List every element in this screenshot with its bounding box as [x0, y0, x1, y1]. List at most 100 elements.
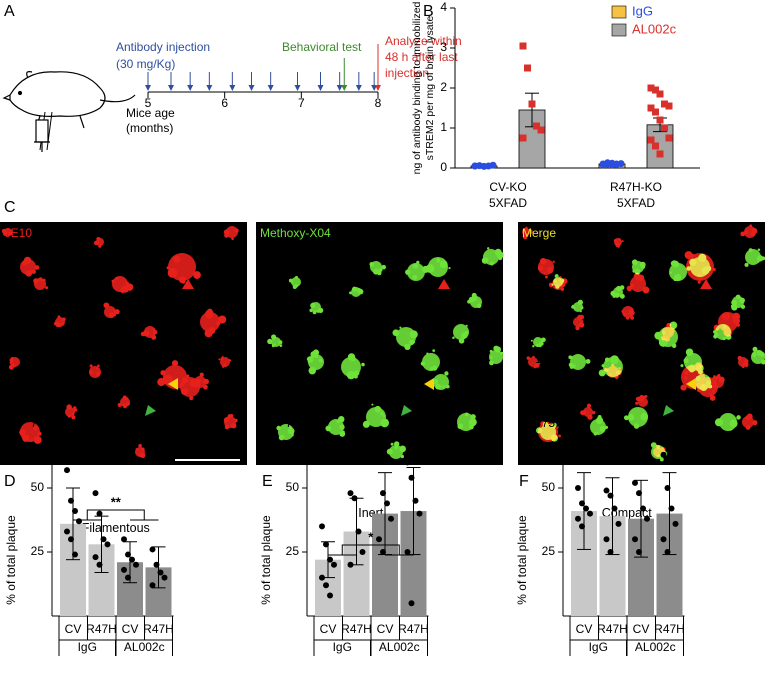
plaque-speck [413, 263, 416, 266]
plaque-speck [749, 224, 753, 228]
analyze-arrow-head [375, 85, 381, 91]
plaque-speck [539, 341, 544, 346]
plaque-speck [374, 405, 382, 413]
data-point [644, 515, 650, 522]
plaque [669, 263, 687, 281]
plaque-speck [167, 268, 178, 278]
plaque-speck [593, 432, 597, 436]
plaque-speck [752, 346, 758, 352]
plaque-speck [351, 286, 358, 292]
data-point [323, 541, 329, 548]
plaque-speck [432, 349, 436, 353]
plaque-speck [718, 376, 725, 383]
plaque-speck [143, 330, 149, 336]
plaque-speck [671, 343, 677, 349]
plaque-speck [715, 419, 719, 424]
plaque-speck [550, 434, 558, 442]
plaque-speck [752, 232, 756, 236]
plaque-speck [231, 237, 234, 240]
data-point [121, 536, 127, 543]
y-axis-label: ng of antibody binding to immobilized [411, 1, 423, 174]
plaque-speck [382, 414, 386, 418]
plaque-speck [556, 426, 559, 429]
arrowhead [686, 378, 696, 390]
chart-title: Filamentous [82, 521, 150, 535]
data-point [519, 134, 527, 142]
data-point [665, 134, 673, 142]
plaque-speck [295, 275, 298, 279]
legend-swatch [611, 5, 627, 19]
plaque-speck [11, 356, 14, 360]
plaque [226, 226, 238, 238]
data-point [660, 536, 667, 543]
plaque-speck [126, 401, 130, 406]
plaque-speck [425, 264, 435, 273]
data-point [533, 122, 540, 130]
arrowhead [663, 405, 674, 416]
plaque-speck [3, 231, 8, 236]
signal [267, 247, 504, 459]
plaque-speck [185, 378, 189, 383]
signal [522, 224, 765, 462]
plaque-speck [23, 256, 32, 264]
data-point [615, 520, 622, 527]
plaque-speck [633, 423, 640, 429]
data-point [376, 536, 382, 543]
data-point [408, 600, 415, 607]
plaque-speck [709, 395, 716, 401]
plaque-speck [468, 418, 477, 427]
plaque-speck [489, 261, 494, 266]
plaque-speck [619, 293, 625, 299]
plaque-speck [688, 266, 692, 270]
plaque-speck [42, 278, 46, 282]
plaque-speck [709, 393, 713, 396]
panel-label: E [262, 473, 273, 490]
analyze-label: injection [385, 66, 429, 80]
plaque-speck [650, 442, 657, 449]
plaque-speck [223, 363, 227, 367]
image-label: 6E10 [4, 226, 32, 240]
plaque-speck [722, 337, 726, 341]
plaque-speck [669, 271, 672, 274]
y-tick-label: 25 [542, 544, 556, 558]
plaque-speck [684, 376, 688, 380]
plaque-speck [613, 238, 618, 243]
plaque-speck [196, 379, 201, 384]
plaque-speck [553, 279, 557, 283]
plaque-speck [489, 360, 494, 366]
plaque-speck [9, 358, 14, 363]
data-point [636, 490, 642, 497]
plaque-speck [464, 412, 469, 417]
group-label: IgG [333, 640, 352, 654]
plaque-speck [151, 334, 157, 340]
panel-label: F [519, 473, 529, 490]
data-point [72, 508, 78, 515]
plaque-speck [657, 445, 661, 450]
age-label: (months) [126, 121, 173, 135]
plaque-speck [601, 364, 605, 368]
data-point [652, 86, 659, 94]
plaque-speck [490, 356, 493, 359]
plaque-speck [458, 338, 465, 344]
plaque-speck [616, 285, 622, 292]
plaque-speck [394, 445, 398, 450]
mouse-illustration [2, 71, 136, 152]
data-point [656, 116, 664, 124]
plaque-speck [89, 370, 93, 375]
x-tick-label: R47H-KO [610, 180, 662, 194]
plaque-speck [465, 324, 468, 327]
data-point [519, 42, 527, 50]
plaque-speck [114, 309, 120, 315]
plaque-speck [555, 284, 560, 289]
plaque-speck [745, 425, 751, 430]
behavior-arrow-head [341, 85, 348, 91]
plaque-speck [73, 408, 78, 412]
data-point [575, 485, 581, 491]
injection-arrow-head [267, 85, 274, 91]
data-point [388, 515, 394, 522]
data-point [327, 556, 333, 563]
plaque-speck [234, 228, 239, 233]
plaque-speck [536, 343, 540, 348]
y-tick-label: 100 [279, 352, 299, 366]
